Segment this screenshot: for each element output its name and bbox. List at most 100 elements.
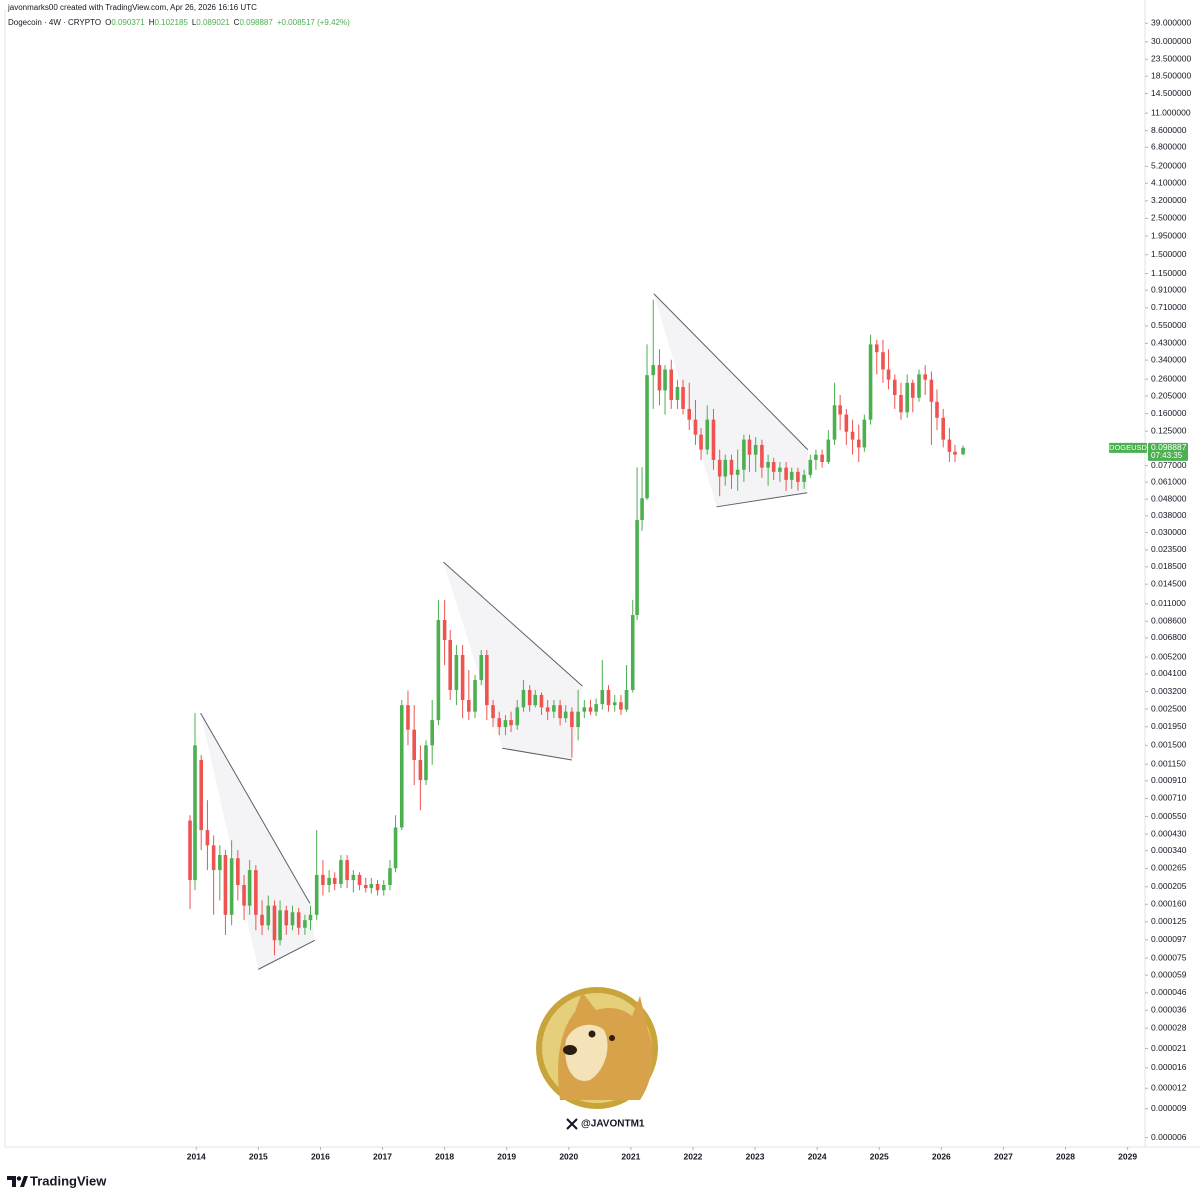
candle-body bbox=[485, 655, 489, 706]
x-tick-label: 2018 bbox=[435, 1151, 454, 1161]
x-tick-label: 2022 bbox=[684, 1151, 703, 1161]
candle-body bbox=[892, 379, 897, 396]
candle-body bbox=[327, 877, 331, 885]
candle-body bbox=[284, 910, 289, 926]
candle-body bbox=[388, 868, 392, 885]
candle-body bbox=[193, 745, 197, 881]
y-tick-label: 0.000021 bbox=[1151, 1043, 1187, 1053]
candle-body bbox=[247, 870, 252, 906]
y-tick-label: 6.800000 bbox=[1151, 142, 1187, 152]
candle-body bbox=[717, 459, 722, 477]
y-tick-label: 0.077000 bbox=[1151, 460, 1187, 470]
candle-body bbox=[640, 498, 644, 520]
candle-body bbox=[436, 620, 441, 721]
brand-mark bbox=[16, 1176, 22, 1181]
candle-body bbox=[886, 369, 891, 380]
candle-body bbox=[332, 877, 337, 884]
candle-body bbox=[699, 434, 703, 450]
y-tick-label: 0.205000 bbox=[1151, 390, 1187, 400]
candle-body bbox=[929, 379, 934, 402]
y-tick-label: 0.008600 bbox=[1151, 616, 1187, 626]
y-tick-label: 0.000910 bbox=[1151, 775, 1187, 785]
y-tick-label: 0.001150 bbox=[1151, 758, 1186, 768]
y-tick-label: 0.005200 bbox=[1151, 651, 1187, 661]
candle-body bbox=[941, 417, 946, 440]
y-tick-label: 23.500000 bbox=[1151, 53, 1191, 63]
credit: javonmarks00 created with TradingView.co… bbox=[7, 3, 257, 12]
candle-body bbox=[545, 707, 550, 712]
y-tick-label: 0.000097 bbox=[1151, 934, 1187, 944]
candle-body bbox=[645, 375, 649, 499]
ohlc-label: O bbox=[105, 18, 111, 27]
candle-body bbox=[747, 439, 752, 455]
candle-body bbox=[491, 705, 495, 719]
y-tick-label: 0.001500 bbox=[1151, 740, 1187, 750]
candle-body bbox=[430, 720, 434, 746]
y-tick-label: 0.160000 bbox=[1151, 408, 1187, 418]
y-tick-label: 0.910000 bbox=[1151, 284, 1187, 294]
candle-body bbox=[760, 444, 764, 468]
candle-body bbox=[515, 707, 520, 726]
candle-body bbox=[266, 905, 271, 926]
candle-body bbox=[802, 474, 806, 482]
x-tick-label: 2023 bbox=[746, 1151, 765, 1161]
candle-body bbox=[681, 386, 685, 409]
y-tick-label: 0.000036 bbox=[1151, 1004, 1187, 1014]
candle-body bbox=[844, 414, 849, 432]
candle-body bbox=[199, 760, 204, 831]
y-tick-label: 0.000006 bbox=[1151, 1132, 1187, 1142]
change: +0.008517 (+9.42%) bbox=[277, 18, 350, 27]
y-tick-label: 0.000550 bbox=[1151, 811, 1187, 821]
candle-body bbox=[705, 419, 710, 450]
y-tick-label: 4.100000 bbox=[1151, 178, 1187, 188]
candle-body bbox=[711, 419, 716, 460]
candle-body bbox=[576, 711, 580, 728]
candle-body bbox=[826, 439, 831, 462]
y-tick-label: 0.014500 bbox=[1151, 578, 1187, 588]
candle-body bbox=[454, 655, 459, 690]
candle-body bbox=[600, 689, 605, 705]
y-tick-label: 8.600000 bbox=[1151, 125, 1187, 135]
candle-body bbox=[862, 419, 867, 448]
logo-dog-eye bbox=[609, 1035, 615, 1041]
candle-body bbox=[820, 454, 824, 462]
trendline bbox=[200, 712, 311, 904]
pattern-fill bbox=[200, 713, 315, 970]
ohlc-label: L bbox=[192, 18, 197, 27]
x-tick-label: 2020 bbox=[559, 1151, 578, 1161]
candle-body bbox=[497, 718, 502, 728]
candle-body bbox=[850, 431, 855, 440]
candle-body bbox=[881, 352, 885, 370]
candle-body bbox=[460, 655, 465, 700]
y-tick-label: 14.500000 bbox=[1151, 88, 1191, 98]
candle-body bbox=[369, 883, 374, 889]
candle-body bbox=[296, 912, 301, 928]
y-tick-label: 1.150000 bbox=[1151, 268, 1187, 278]
trendline bbox=[653, 293, 809, 451]
y-tick-label: 3.200000 bbox=[1151, 195, 1187, 205]
candle-body bbox=[838, 405, 842, 415]
candle-body bbox=[619, 702, 623, 710]
candle-body bbox=[357, 874, 362, 885]
candle-body bbox=[205, 830, 210, 846]
candle-body bbox=[808, 459, 813, 475]
candle-body bbox=[399, 705, 404, 828]
candle-body bbox=[961, 447, 965, 455]
candle-body bbox=[236, 858, 240, 885]
candle-body bbox=[856, 439, 861, 448]
candle-body bbox=[624, 689, 629, 710]
candle-body bbox=[363, 884, 368, 889]
candle-body bbox=[424, 745, 428, 781]
candle-body bbox=[321, 874, 325, 885]
candle-body bbox=[254, 870, 258, 915]
candle-body bbox=[308, 914, 313, 921]
candle-body bbox=[418, 760, 423, 781]
candle-body bbox=[778, 467, 782, 472]
countdown: 07:43:35 bbox=[1151, 451, 1183, 460]
y-tick-label: 18.500000 bbox=[1151, 70, 1191, 80]
candle-body bbox=[242, 884, 246, 906]
y-tick-label: 0.006800 bbox=[1151, 632, 1187, 642]
candle-body bbox=[796, 471, 800, 482]
candle-body bbox=[729, 459, 734, 475]
candle-body bbox=[218, 855, 222, 871]
